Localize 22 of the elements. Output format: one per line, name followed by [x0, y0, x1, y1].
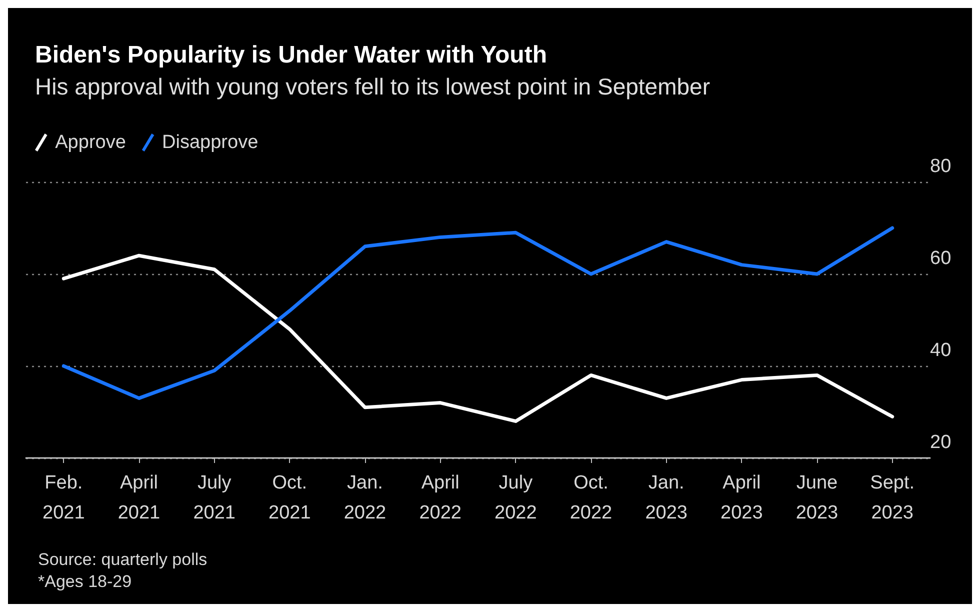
y-tick-label: 80	[930, 156, 952, 177]
x-tick-label: Feb. 2021	[42, 472, 85, 524]
x-tick-label: July 2021	[193, 472, 236, 524]
x-tick-label: Jan. 2022	[344, 472, 386, 524]
chart-title: Biden's Popularity is Under Water with Youth	[35, 42, 547, 68]
y-tick-label: 40	[930, 340, 952, 361]
source-note: Source: quarterly polls	[38, 550, 208, 569]
x-tick-label: April 2021	[118, 472, 160, 524]
y-tick-label: 20	[930, 432, 952, 453]
x-tick-label: Sept. 2023	[870, 472, 915, 524]
x-tick-label: June 2023	[796, 472, 838, 524]
y-tick-label: 60	[930, 248, 952, 269]
chart-subtitle: His approval with young voters fell to its lowest point in September	[35, 74, 710, 100]
x-tick-label: Oct. 2021	[268, 472, 311, 524]
x-tick-label: Jan. 2023	[645, 472, 688, 524]
text: *Ages 18-29	[38, 572, 132, 591]
x-tick-label: April 2022	[419, 472, 462, 524]
x-tick-label: July 2022	[494, 472, 537, 524]
x-tick-label: April 2023	[720, 472, 763, 524]
legend-label: Disapprove	[162, 132, 258, 153]
legend-label: Approve	[55, 132, 126, 153]
x-tick-label: Oct. 2022	[570, 472, 612, 524]
